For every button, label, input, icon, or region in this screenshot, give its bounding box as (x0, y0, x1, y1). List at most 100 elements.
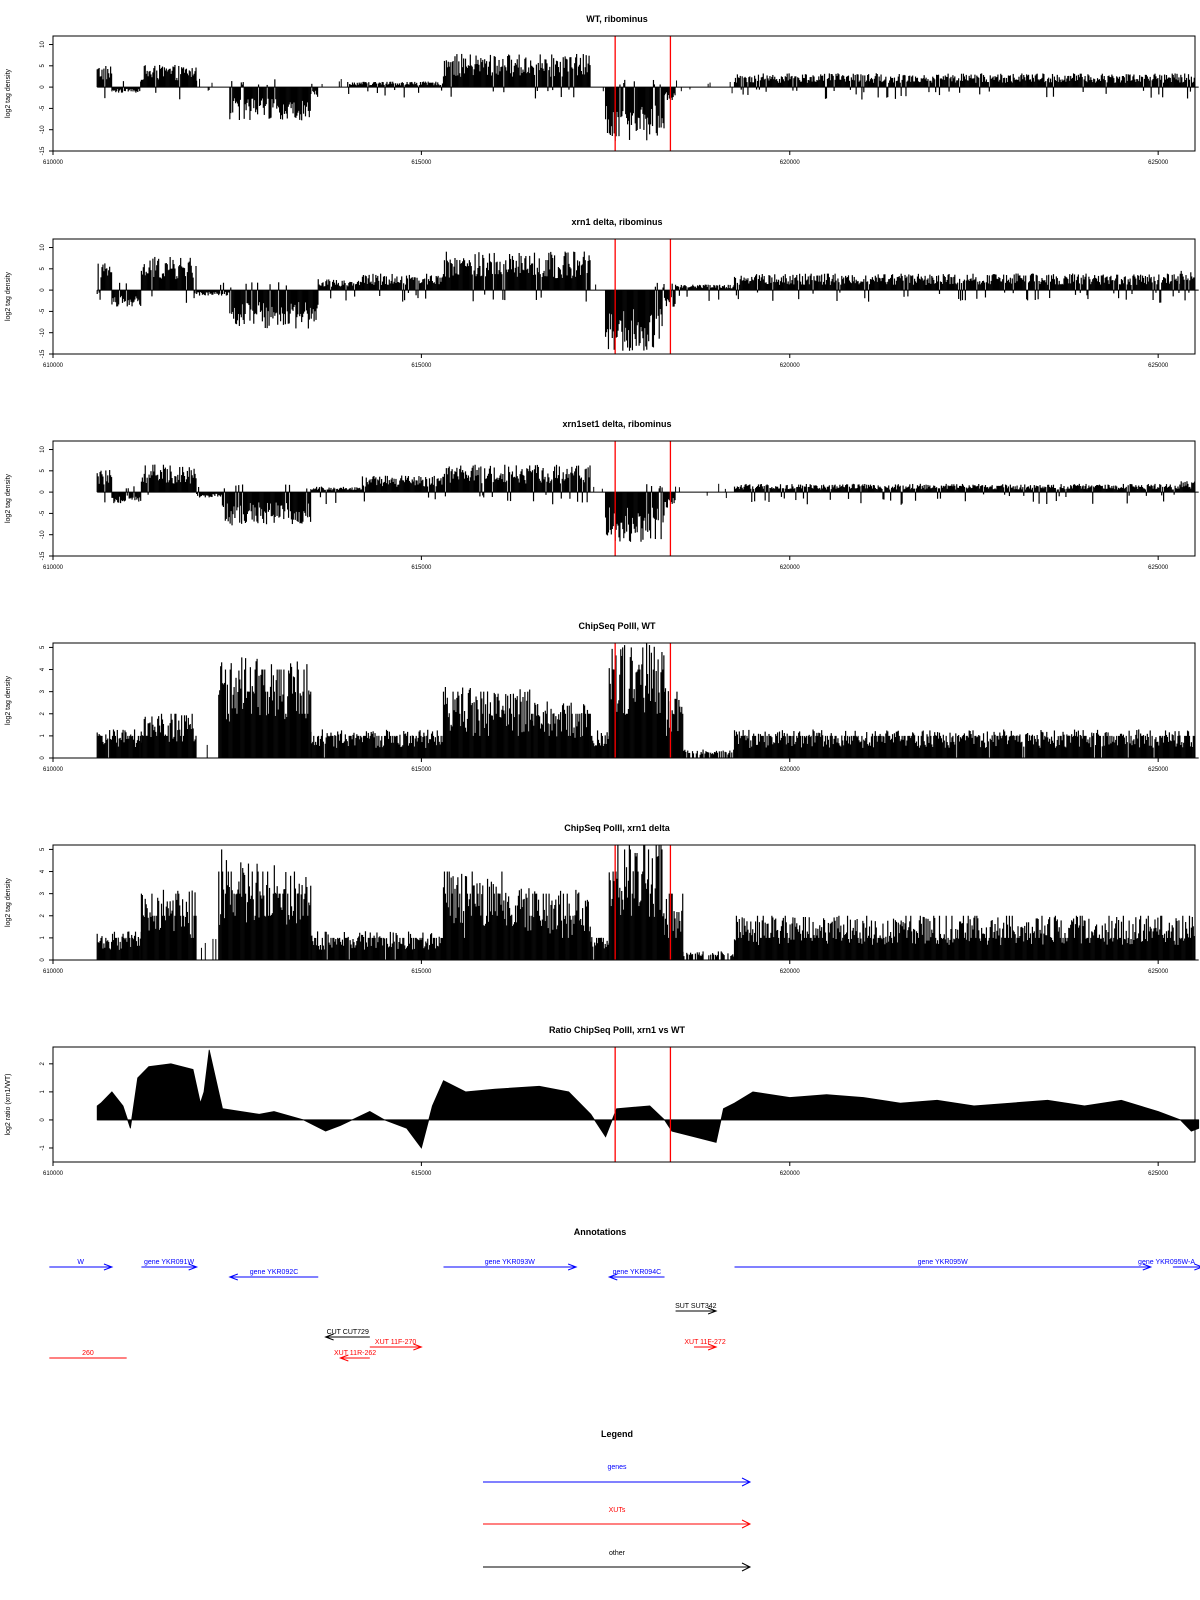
track-panels: WT, ribominus log2 tag density 10 5 0 -5 -10 -1… (5, 14, 1200, 1177)
y-tick-label: -5 (40, 308, 46, 314)
track-panel-1: WT, ribominus log2 tag density 10 5 0 -5 -10 -1… (5, 14, 1199, 166)
density-segment (604, 282, 665, 351)
density-segment (140, 256, 197, 303)
plot-frame (52, 238, 1196, 355)
density-segment (608, 643, 665, 758)
plot-frame (52, 642, 1196, 759)
density-segment (663, 688, 684, 758)
y-tick-label: -15 (40, 349, 46, 358)
y-tick-label: -5 (40, 105, 46, 111)
x-tick-label: 615000 (411, 565, 432, 571)
track-panel-3: xrn1set1 delta, ribominus log2 tag densit… (5, 419, 1199, 571)
x-tick-label: 610000 (43, 363, 64, 369)
y-tick-label: 5 (40, 468, 46, 472)
panel-title: ChipSeq PolII, WT (579, 621, 656, 631)
density-segment (442, 251, 591, 302)
track-panel-5: ChipSeq PolII, xrn1 delta log2 tag densit… (5, 823, 1199, 975)
density-segment (229, 282, 319, 329)
density-segment (96, 931, 142, 960)
x-tick-label: 615000 (411, 160, 432, 166)
density-segment (200, 938, 217, 960)
x-tick-label: 625000 (1148, 565, 1169, 571)
x-tick-label: 625000 (1148, 160, 1169, 166)
density-segment (361, 273, 444, 302)
density-segment (733, 273, 1181, 303)
y-tick-label: -10 (40, 328, 46, 337)
density-segment (442, 53, 591, 99)
density-segment (509, 888, 591, 960)
density-segment (442, 687, 533, 758)
x-tick-label: 610000 (43, 767, 64, 773)
density-segment (140, 64, 197, 100)
density-segment (96, 263, 113, 300)
density-segment (96, 66, 113, 99)
plot-frame (52, 440, 1196, 557)
x-tick-label: 610000 (43, 160, 64, 166)
x-tick-label: 615000 (411, 363, 432, 369)
y-tick-label: -15 (40, 551, 46, 560)
x-tick-label: 620000 (780, 160, 801, 166)
density-segment (663, 87, 676, 101)
panel-title: xrn1set1 delta, ribominus (562, 419, 671, 429)
density-segment (196, 78, 213, 91)
y-tick-label: 5 (40, 266, 46, 270)
density-segment (111, 282, 142, 307)
panel-title: xrn1 delta, ribominus (571, 217, 662, 227)
density-segment (590, 730, 610, 758)
y-tick-label: 0 (40, 756, 46, 760)
panel-title: WT, ribominus (586, 14, 648, 24)
density-segment (321, 79, 342, 88)
panel-title: ChipSeq PolII, xrn1 delta (564, 823, 671, 833)
y-tick-label: 2 (40, 711, 46, 715)
y-tick-label: -5 (40, 510, 46, 516)
density-segment (221, 484, 312, 526)
density-segment (310, 83, 319, 97)
density-segment (229, 79, 311, 121)
y-tick-label: -15 (40, 146, 46, 155)
density-segment (674, 284, 735, 301)
density-segment (604, 79, 665, 142)
x-tick-label: 610000 (43, 565, 64, 571)
y-axis-label: log2 tag density (5, 271, 12, 321)
x-tick-label: 620000 (780, 767, 801, 773)
density-segment (604, 484, 665, 542)
x-tick-label: 620000 (780, 565, 801, 571)
density-segment (310, 931, 444, 960)
data-marks (96, 53, 1199, 142)
y-tick-label: 4 (40, 667, 46, 671)
track-panel-2: xrn1 delta, ribominus log2 tag density 10 5… (5, 217, 1199, 369)
density-segment (140, 713, 197, 758)
y-tick-label: 0 (40, 85, 46, 89)
density-segment (733, 73, 1195, 100)
plot-frame (52, 35, 1196, 152)
density-segment (442, 871, 511, 960)
density-segment (111, 81, 142, 93)
density-segment (531, 701, 591, 758)
y-tick-label: 10 (40, 446, 46, 453)
density-segment (140, 889, 197, 960)
y-tick-label: 0 (40, 490, 46, 494)
y-axis-label: log2 tag density (5, 68, 12, 118)
y-tick-label: 3 (40, 689, 46, 693)
density-segment (96, 470, 113, 503)
density-segment (310, 729, 444, 758)
density-segment (218, 849, 312, 960)
density-segment (206, 744, 208, 758)
density-segment (361, 475, 444, 502)
density-segment (442, 464, 591, 505)
track-panel-4: ChipSeq PolII, WT log2 tag density 0 1 2 3 4 5 6… (5, 621, 1199, 773)
y-tick-label: -10 (40, 125, 46, 134)
density-segment (196, 282, 230, 296)
data-marks (96, 251, 1199, 351)
y-axis-label: log2 tag density (5, 473, 12, 523)
density-segment (682, 749, 735, 758)
x-tick-label: 615000 (411, 767, 432, 773)
density-segment (347, 81, 444, 98)
y-tick-label: 10 (40, 41, 46, 48)
density-segment (96, 729, 142, 758)
data-marks (96, 464, 1199, 542)
data-marks (96, 845, 1199, 961)
density-segment (733, 483, 1181, 505)
density-segment (218, 657, 312, 758)
